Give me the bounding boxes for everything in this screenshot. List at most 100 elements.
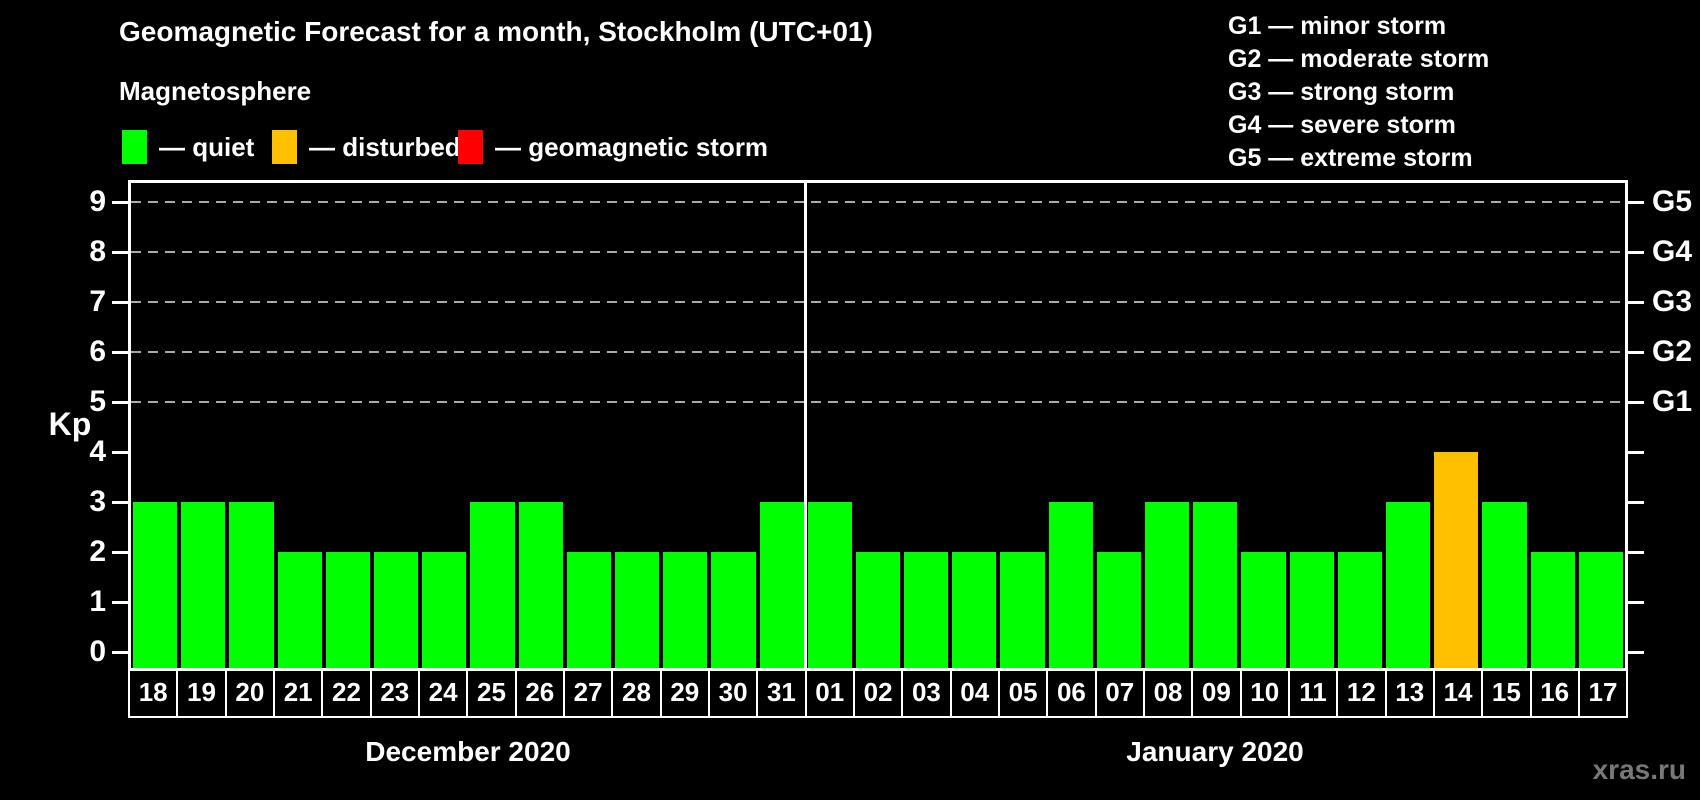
kp-tick-label-7: 7 [89, 285, 106, 318]
left-axis-tick-5 [112, 400, 128, 404]
day-axis-row: 18 19 20 21 22 23 24 25 26 27 28 29 30 31 01 02 03 04 05 06… [128, 671, 1629, 718]
day-label-12: 12 [1336, 671, 1387, 718]
day-label-20: 20 [224, 671, 275, 718]
day-label-15: 15 [1481, 671, 1532, 718]
kp-bar-day-21 [277, 552, 322, 668]
left-axis-tick-2 [112, 550, 128, 554]
kp-bar-day-22 [325, 552, 370, 668]
day-label-08: 08 [1142, 671, 1194, 718]
month-label-december: December 2020 [365, 736, 571, 767]
right-axis-tick-8 [1628, 250, 1644, 254]
day-label-31: 31 [756, 671, 807, 718]
gridline-kp-6 [131, 351, 1625, 353]
kp-bar-day-07 [1096, 552, 1142, 668]
page-title: Geomagnetic Forecast for a month, Stockh… [119, 16, 873, 47]
gridline-kp-7 [131, 301, 1625, 303]
right-axis-tick-0 [1628, 650, 1644, 654]
left-axis-tick-1 [112, 600, 128, 604]
day-label-22: 22 [321, 671, 372, 718]
kp-bar-day-17 [1578, 552, 1623, 668]
right-axis-tick-7 [1628, 300, 1644, 304]
day-label-21: 21 [272, 671, 324, 718]
kp-bar-day-02 [855, 552, 901, 668]
day-label-19: 19 [176, 671, 227, 718]
day-label-27: 27 [562, 671, 614, 718]
left-axis-tick-8 [112, 250, 128, 254]
kp-bar-day-03 [904, 552, 949, 668]
day-label-23: 23 [369, 671, 420, 718]
kp-bar-day-26 [518, 502, 563, 668]
kp-bar-day-24 [422, 552, 467, 668]
left-axis-tick-3 [112, 500, 128, 504]
g-tick-label-g5: G5 [1652, 185, 1693, 218]
legend-label-quiet: — quiet [159, 131, 255, 162]
month-separator-line [804, 183, 808, 668]
g-tick-label-g3: G3 [1652, 285, 1693, 318]
g3-legend-line: G3 — strong storm [1228, 78, 1455, 106]
kp-tick-label-8: 8 [89, 235, 106, 268]
kp-bar-day-04 [952, 552, 997, 668]
kp-bar-day-20 [229, 502, 274, 668]
right-axis-tick-1 [1628, 600, 1644, 604]
day-label-07: 07 [1094, 671, 1145, 718]
day-label-02: 02 [852, 671, 904, 718]
legend-label-disturbed: — disturbed [309, 131, 461, 162]
kp-tick-label-9: 9 [89, 185, 106, 218]
legend-item-storm: — geomagnetic storm [458, 130, 768, 164]
day-label-04: 04 [949, 671, 1000, 718]
quiet-color-swatch [122, 130, 147, 164]
legend-label-storm: — geomagnetic storm [495, 131, 769, 162]
day-label-09: 09 [1191, 671, 1242, 718]
g5-legend-line: G5 — extreme storm [1228, 144, 1473, 172]
g-tick-label-g4: G4 [1652, 235, 1693, 268]
kp-bar-day-27 [566, 552, 611, 668]
plot-frame [128, 180, 1628, 671]
kp-tick-label-1: 1 [89, 585, 106, 618]
plot-area [131, 183, 1625, 668]
y-axis-title-kp: Kp [48, 406, 92, 442]
gridline-kp-5 [131, 401, 1625, 403]
storm-color-swatch [458, 130, 483, 164]
kp-bar-day-19 [181, 502, 226, 668]
month-label-january: January 2020 [1126, 736, 1304, 767]
right-axis-tick-9 [1628, 200, 1644, 204]
day-label-05: 05 [997, 671, 1049, 718]
kp-bar-day-30 [711, 552, 756, 668]
kp-bar-day-01 [807, 502, 852, 668]
kp-bar-day-23 [373, 552, 419, 668]
right-axis-tick-6 [1628, 350, 1644, 354]
right-axis-tick-3 [1628, 500, 1644, 504]
g2-legend-line: G2 — moderate storm [1228, 45, 1490, 73]
day-label-26: 26 [514, 671, 565, 718]
day-label-17: 17 [1577, 671, 1629, 718]
legend-item-quiet: — quiet [122, 130, 254, 164]
left-axis-tick-6 [112, 350, 128, 354]
day-label-28: 28 [611, 671, 662, 718]
magnetosphere-subtitle: Magnetosphere [119, 76, 312, 106]
kp-bar-day-29 [663, 552, 708, 668]
kp-tick-label-4: 4 [89, 435, 106, 468]
day-label-13: 13 [1384, 671, 1435, 718]
left-axis-tick-7 [112, 300, 128, 304]
g-tick-label-g2: G2 [1652, 335, 1693, 368]
kp-bar-day-12 [1337, 552, 1383, 668]
day-label-29: 29 [659, 671, 710, 718]
day-label-03: 03 [901, 671, 952, 718]
g-scale-legend: G1 — minor storm G2 — moderate storm G3 … [1228, 10, 1489, 175]
day-label-06: 06 [1046, 671, 1097, 718]
kp-bar-day-05 [1000, 552, 1045, 668]
kp-bar-day-06 [1048, 502, 1093, 668]
gridline-kp-9 [131, 201, 1625, 203]
g4-legend-line: G4 — severe storm [1228, 111, 1456, 139]
day-label-30: 30 [707, 671, 759, 718]
kp-bar-day-10 [1241, 552, 1286, 668]
day-label-10: 10 [1239, 671, 1290, 718]
disturbed-color-swatch [272, 130, 297, 164]
gridline-kp-8 [131, 251, 1625, 253]
left-axis-tick-0 [112, 650, 128, 654]
kp-bar-day-28 [614, 552, 660, 668]
left-axis-tick-4 [112, 450, 128, 454]
watermark: xras.ru [1592, 754, 1686, 785]
day-label-01: 01 [804, 671, 855, 718]
